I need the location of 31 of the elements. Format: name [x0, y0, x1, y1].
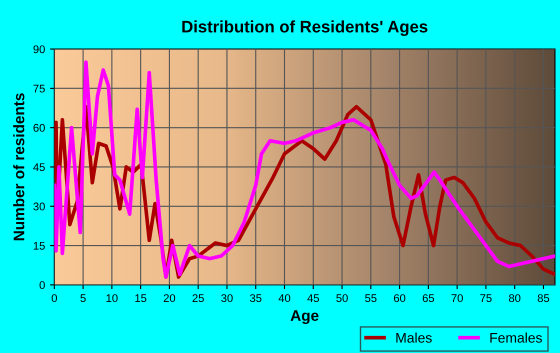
y-tick-label: 0 [40, 281, 45, 290]
line-series [54, 60, 555, 279]
legend-label: Females [490, 332, 542, 343]
x-tick-label: 45 [307, 294, 319, 302]
x-tick-label: 55 [365, 294, 377, 302]
y-tick-label: 30 [33, 202, 45, 210]
x-axis-title: Age [290, 310, 319, 324]
x-tick-label: 30 [221, 294, 233, 302]
y-tick-label: 75 [34, 84, 45, 93]
x-tick-label: 35 [250, 294, 262, 302]
x-tick-label: 10 [106, 294, 118, 302]
x-tick-label: 60 [394, 294, 406, 302]
y-tick-label: 90 [33, 45, 45, 54]
x-tick-label: 50 [336, 294, 348, 302]
x-tick-label: 85 [538, 294, 550, 302]
x-tick-label: 15 [135, 294, 146, 302]
y-axis-title: Number of residents [13, 93, 24, 240]
y-tick-label: 60 [34, 124, 45, 132]
x-tick-label: 75 [480, 294, 492, 302]
x-tick-label: 40 [278, 294, 290, 302]
x-tick-label: 25 [192, 294, 204, 302]
x-tick-label: 5 [80, 294, 86, 302]
x-tick-label: 70 [452, 294, 463, 302]
y-tick-label: 45 [33, 163, 45, 172]
legend-label: Males [396, 332, 432, 343]
y-tick-label: 15 [34, 242, 45, 250]
chart-title: Distribution of Residents' Ages [182, 20, 428, 36]
x-tick-label: 20 [164, 294, 176, 302]
x-tick-label: 65 [422, 294, 434, 302]
x-tick-label: 0 [52, 294, 57, 302]
x-tick-label: 80 [508, 294, 520, 302]
